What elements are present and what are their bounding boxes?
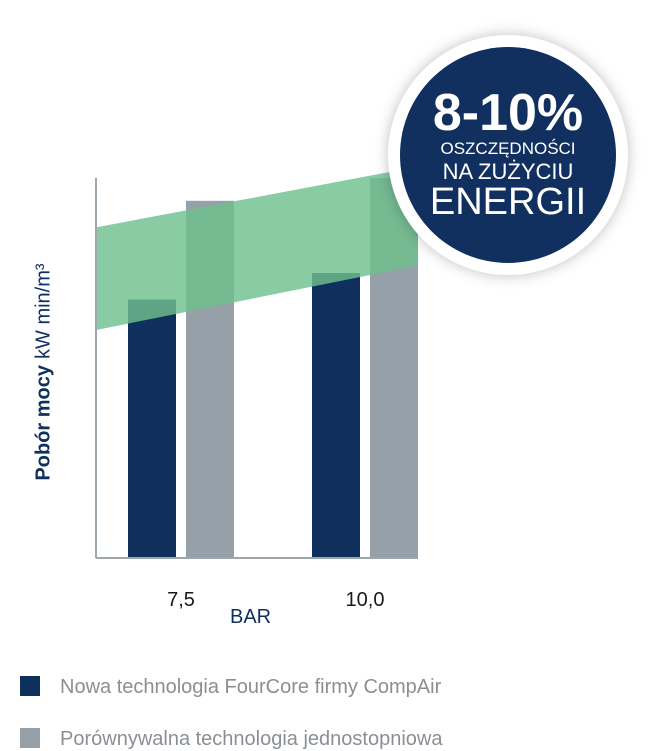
legend-item-single-stage: Porównywalna technologia jednostopniowa: [20, 727, 443, 751]
chart: 7,5 10,0: [95, 166, 418, 611]
x-axis-label: BAR: [230, 606, 272, 628]
legend-swatch-single-stage: [20, 727, 40, 748]
legend-swatch-fourcore: [20, 675, 40, 696]
y-axis-unit: kW min/m³: [32, 263, 55, 359]
savings-badge: 8-10% OSZCZĘDNOŚCI NA ZUŻYCIU ENERGII: [388, 35, 628, 275]
savings-line-2: OSZCZĘDNOŚCI: [440, 139, 576, 158]
x-tick-labels: 7,5 10,0: [167, 589, 384, 611]
savings-line-3: NA ZUŻYCIU: [442, 159, 574, 184]
y-axis-label: Pobór mocy: [32, 364, 55, 481]
x-tick-label: 10,0: [346, 589, 385, 611]
legend-label-single-stage: Porównywalna technologia jednostopniowa: [60, 728, 443, 750]
savings-line-4: ENERGII: [429, 181, 587, 223]
bar-fourcore-0: [128, 299, 176, 558]
legend-label-fourcore: Nowa technologia FourCore firmy CompAir: [60, 676, 442, 698]
savings-percent: 8-10%: [432, 84, 584, 142]
x-tick-label: 7,5: [167, 589, 195, 611]
savings-band: [96, 166, 418, 330]
legend-item-fourcore: Nowa technologia FourCore firmy CompAir: [20, 675, 442, 699]
y-axis-title: Pobór mocy kW min/m³: [0, 0, 80, 560]
savings-badge-circle: 8-10% OSZCZĘDNOŚCI NA ZUŻYCIU ENERGII: [400, 47, 616, 263]
bar-fourcore-1: [312, 273, 360, 558]
